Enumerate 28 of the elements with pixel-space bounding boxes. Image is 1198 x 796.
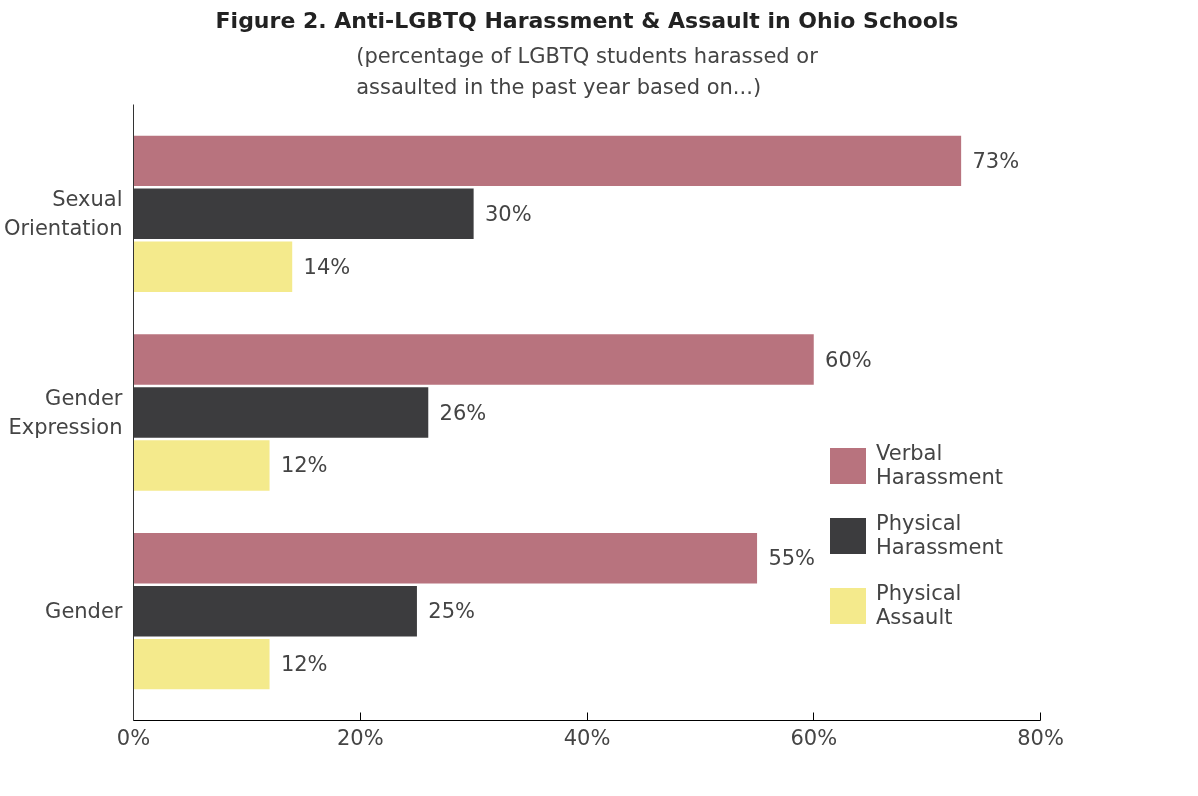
bar	[133, 135, 962, 186]
data-label: 25%	[428, 599, 475, 624]
legend-label: Physical Assault	[876, 580, 962, 630]
bar	[133, 533, 758, 584]
y-tick-label: Gender Expression	[8, 386, 123, 439]
data-label: 30%	[484, 201, 532, 226]
x-tick-label: 40%	[563, 725, 611, 750]
legend-label: Physical Harassment	[876, 510, 1003, 560]
x-tick-label: 20%	[336, 725, 384, 750]
chart-title: Figure 2. Anti-LGBTQ Harassment & Assault in Ohio Schools	[215, 7, 959, 33]
data-label: 12%	[280, 453, 328, 478]
data-label: 12%	[280, 652, 328, 677]
data-label: 60%	[825, 347, 872, 372]
chart-subtitle: (percentage of LGBTQ students harassed or assaulted in the past year based on...)	[356, 44, 819, 100]
y-tick-label: Sexual Orientation	[3, 187, 123, 241]
data-label: 14%	[303, 254, 351, 279]
x-tick-label: 0%	[116, 725, 151, 750]
data-label: 26%	[439, 400, 487, 425]
bar	[133, 639, 270, 690]
x-tick-label: 80%	[1017, 725, 1064, 750]
x-tick-label: 60%	[790, 725, 838, 750]
data-label: 55%	[768, 546, 816, 571]
bar	[133, 440, 270, 491]
bar	[133, 334, 814, 385]
legend-label: Verbal Harassment	[876, 440, 1003, 490]
bar	[133, 241, 293, 292]
y-tick-label: Gender	[45, 599, 123, 624]
data-label: 73%	[972, 148, 1020, 173]
